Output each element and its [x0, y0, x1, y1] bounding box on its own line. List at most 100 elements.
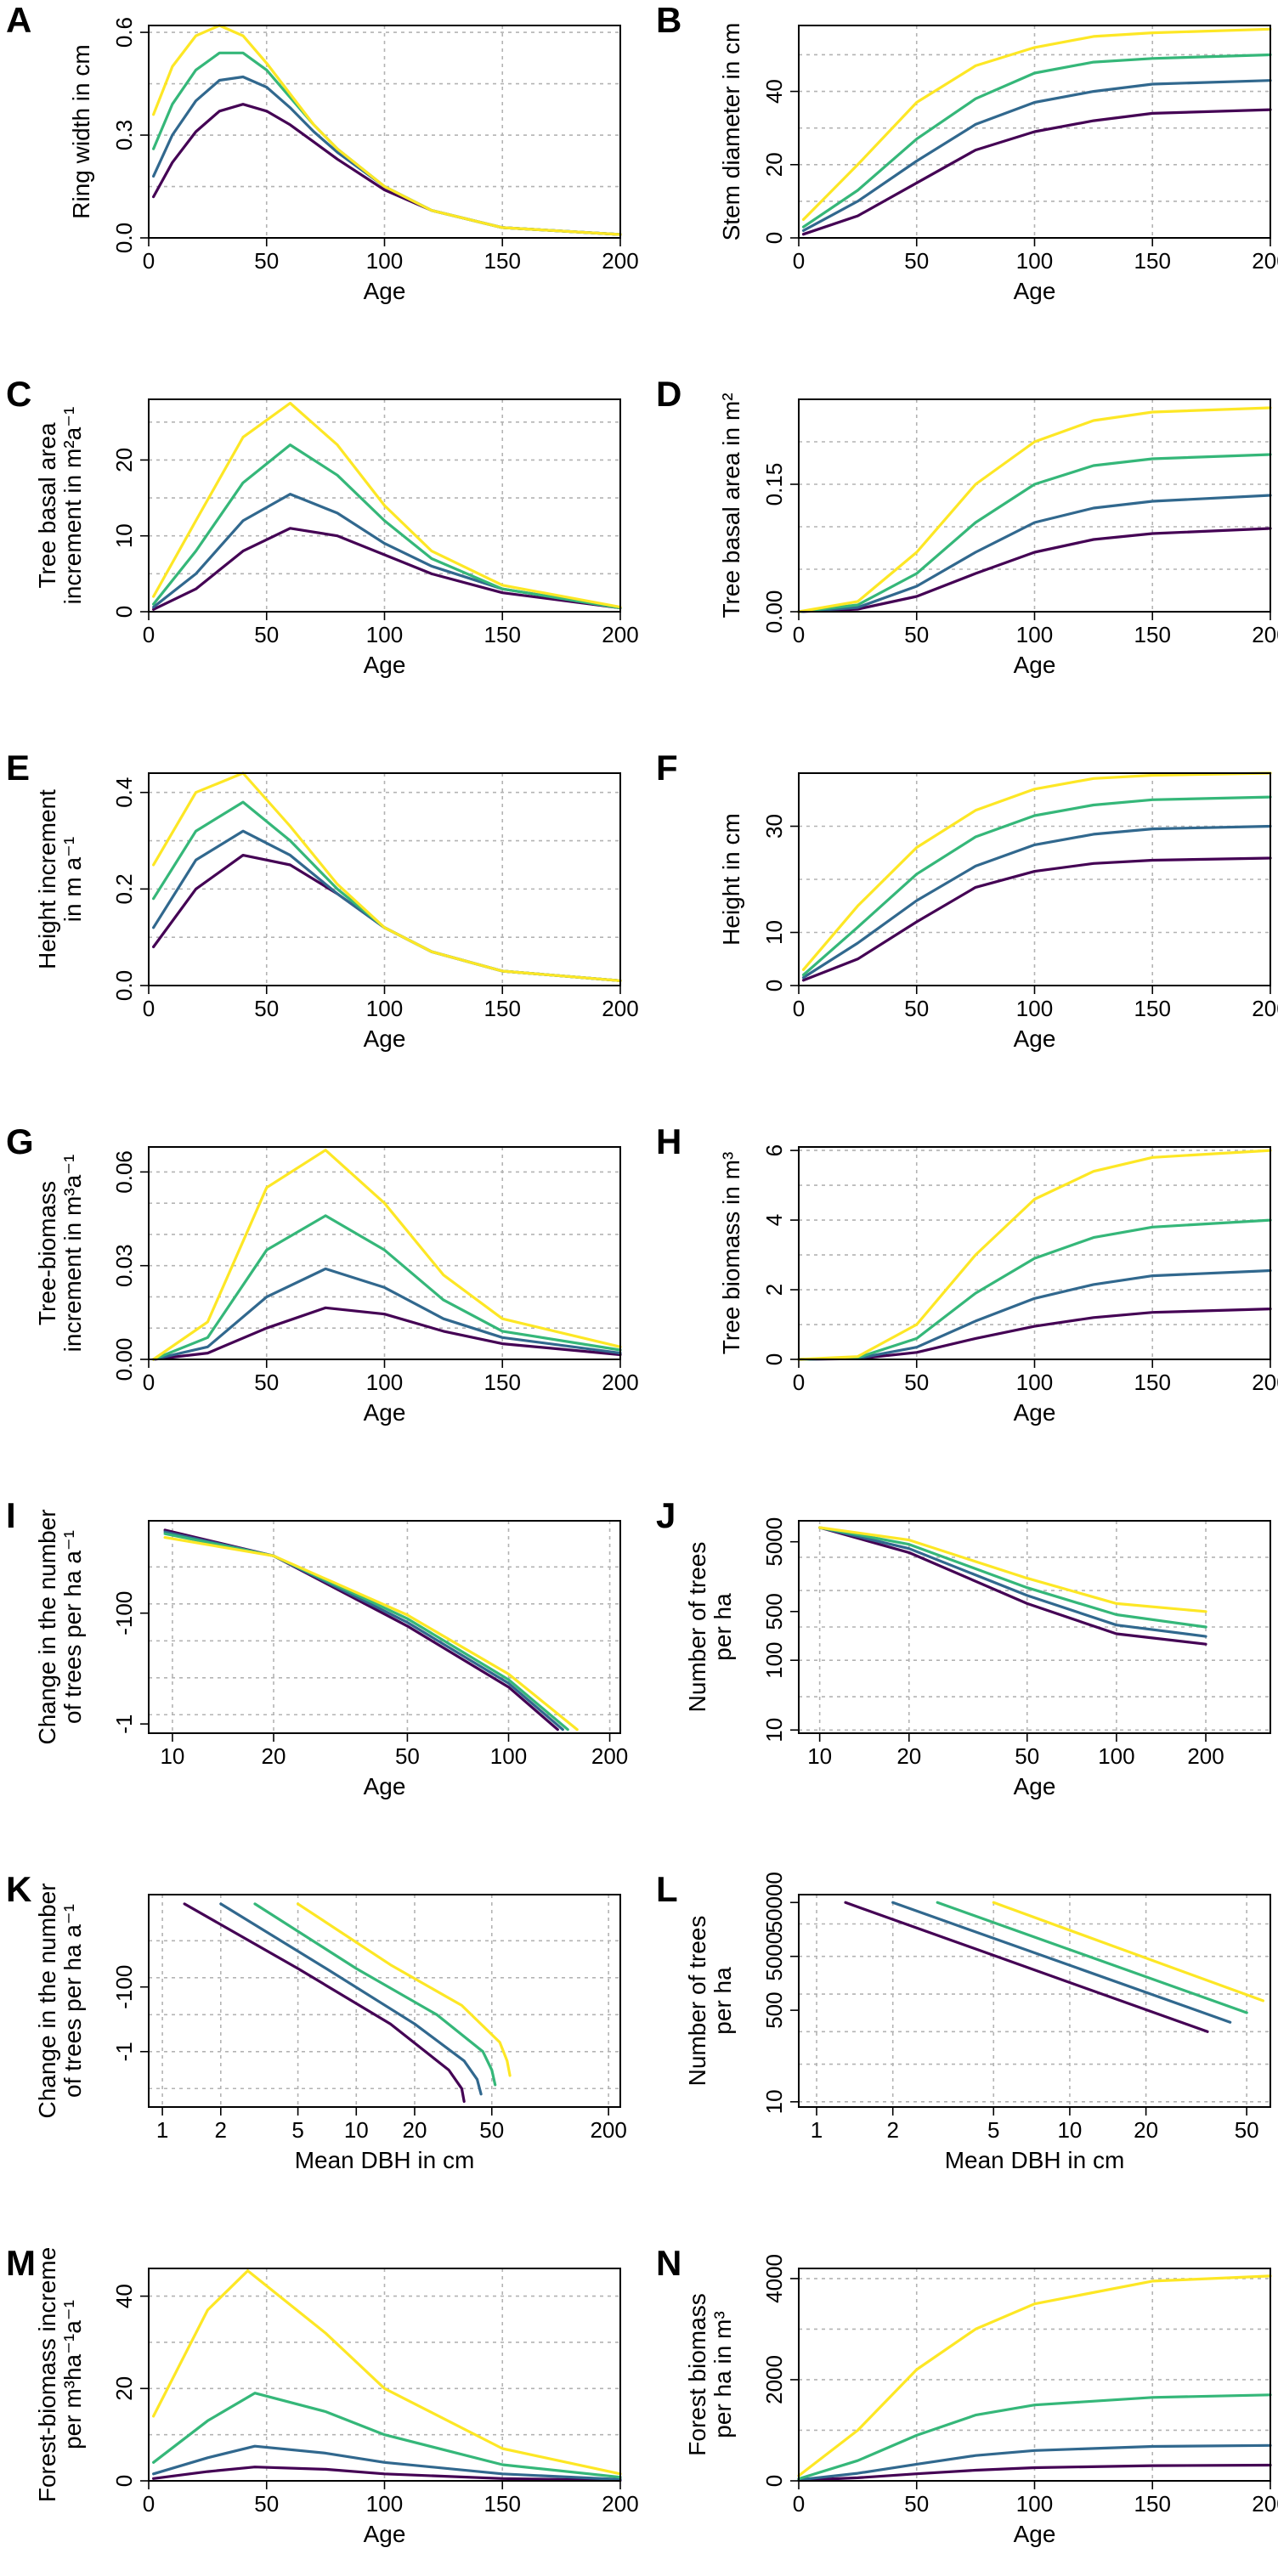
y-tick-label: 20 [761, 152, 787, 177]
x-tick-label: 0 [793, 2491, 805, 2517]
x-tick-label: 10 [344, 2117, 369, 2143]
x-tick-label: 200 [1252, 996, 1278, 1021]
y-tick-label: 5000 [761, 1517, 787, 1567]
y-axis-title: per ha [710, 1593, 736, 1661]
y-tick-label: 0 [761, 1353, 787, 1365]
panel-letter: F [656, 748, 678, 788]
x-axis-title: Age [364, 652, 406, 678]
y-tick-label: 0.0 [111, 223, 137, 253]
panel-letter: D [656, 374, 681, 414]
series-line-low [152, 2444, 622, 2481]
y-axis-title: of trees per ha a⁻¹ [59, 1530, 86, 1724]
panel-letter: B [656, 0, 681, 40]
series-line-low [152, 75, 622, 236]
x-tick-label: 200 [590, 2117, 626, 2143]
x-tick-label: 2 [886, 2117, 898, 2143]
y-axis-title: Height in cm [718, 813, 744, 946]
x-tick-label: 5 [987, 2117, 999, 2143]
y-axis-title: increment in m²a⁻¹ [59, 407, 86, 605]
x-tick-label: 200 [602, 248, 638, 274]
panel-m: 0 50 100 150 200 0 20 40 Age Forest-biomass incre… [6, 2243, 639, 2547]
x-tick-label: 100 [366, 1370, 403, 1395]
panel-b: 0 50 100 150 200 0 20 40 Age Stem diameter in cm B [656, 0, 1278, 304]
panel-letter: L [656, 1869, 678, 1909]
series-line-lowest [152, 2466, 622, 2483]
y-tick-label: 10 [761, 1718, 787, 1743]
series-line-highest [992, 1901, 1265, 2003]
x-tick-label: 0 [143, 248, 155, 274]
x-tick-label: 50 [904, 622, 929, 647]
y-tick-label: 10 [761, 2089, 787, 2114]
series-line-high [797, 453, 1272, 613]
x-tick-label: 0 [143, 622, 155, 647]
series-line-high [163, 1532, 569, 1731]
series-line-low [219, 1902, 483, 2096]
panel-g: 0 50 100 150 200 0.00 0.03 0.06 Age Tree-biomass i… [6, 1121, 639, 1426]
series-line-lowest [797, 2463, 1272, 2482]
x-tick-label: 150 [484, 2491, 521, 2517]
y-tick-label: 0 [111, 606, 137, 618]
x-tick-label: 150 [484, 1370, 521, 1395]
series-line-lowest [163, 1528, 559, 1731]
y-tick-label: 40 [761, 79, 787, 104]
series-line-low [801, 824, 1272, 980]
series-line-lowest [152, 1306, 622, 1361]
x-axis-title: Age [1014, 1773, 1056, 1799]
x-tick-label: 200 [1187, 1743, 1224, 1769]
y-tick-label: 0.00 [761, 590, 787, 634]
x-tick-label: 0 [793, 996, 805, 1021]
y-tick-label: 4 [761, 1214, 787, 1226]
series-line-lowest [801, 856, 1272, 982]
series-line-highest [797, 1149, 1272, 1361]
series-line-lowest [797, 527, 1272, 613]
panel-letter: I [6, 1495, 16, 1535]
panel-letter: J [656, 1495, 676, 1535]
series-line-low [801, 79, 1272, 232]
x-tick-label: 50 [254, 622, 279, 647]
x-tick-label: 200 [602, 1370, 638, 1395]
x-tick-label: 50 [479, 2117, 504, 2143]
series-line-highest [797, 2274, 1272, 2477]
panel-d: 0 50 100 150 200 0.00 0.15 Age Tree basal area i… [656, 374, 1278, 678]
x-axis-title: Age [364, 2521, 406, 2547]
series-line-highest [152, 401, 622, 609]
x-axis-title: Age [1014, 1399, 1056, 1426]
y-tick-label: 30 [761, 814, 787, 839]
series-line-low [797, 1268, 1272, 1361]
x-axis-title: Age [364, 1773, 406, 1799]
x-tick-label: 100 [366, 248, 403, 274]
y-tick-label: 100 [761, 1641, 787, 1678]
x-tick-label: 50 [395, 1743, 420, 1769]
series-line-lowest [152, 527, 622, 611]
y-axis-title: of trees per ha a⁻¹ [59, 1904, 86, 2098]
y-tick-label: 0 [111, 2475, 137, 2487]
panel-letter: K [6, 1869, 31, 1909]
y-tick-label: -100 [111, 1591, 137, 1635]
series-line-low [891, 1901, 1232, 2024]
y-axis-title: Change in the number [34, 1883, 60, 2118]
x-tick-label: 150 [1134, 248, 1171, 274]
x-tick-label: 100 [1016, 1370, 1053, 1395]
series-line-low [797, 494, 1272, 613]
x-axis-title: Age [1014, 2521, 1056, 2547]
series-line-low [152, 492, 622, 610]
x-tick-label: 50 [254, 996, 279, 1021]
y-tick-label: -1 [111, 1715, 137, 1734]
panel-letter: H [656, 1121, 681, 1161]
x-tick-label: 0 [793, 622, 805, 647]
x-tick-label: 0 [793, 248, 805, 274]
y-tick-label: 0.3 [111, 120, 137, 150]
x-tick-label: 150 [1134, 2491, 1171, 2517]
y-axis-title: Number of trees [684, 1916, 710, 2087]
x-axis-title: Age [364, 1399, 406, 1426]
x-tick-label: 100 [1016, 996, 1053, 1021]
x-axis-title: Age [364, 278, 406, 304]
series-line-highest [818, 1526, 1207, 1613]
panel-i: 10 20 50 100 200 -100 -1 Age Change in the numbe… [6, 1495, 628, 1799]
series-line-highest [152, 1149, 622, 1361]
y-tick-label: 2 [761, 1284, 787, 1296]
series-line-high [152, 800, 622, 982]
x-tick-label: 50 [904, 996, 929, 1021]
